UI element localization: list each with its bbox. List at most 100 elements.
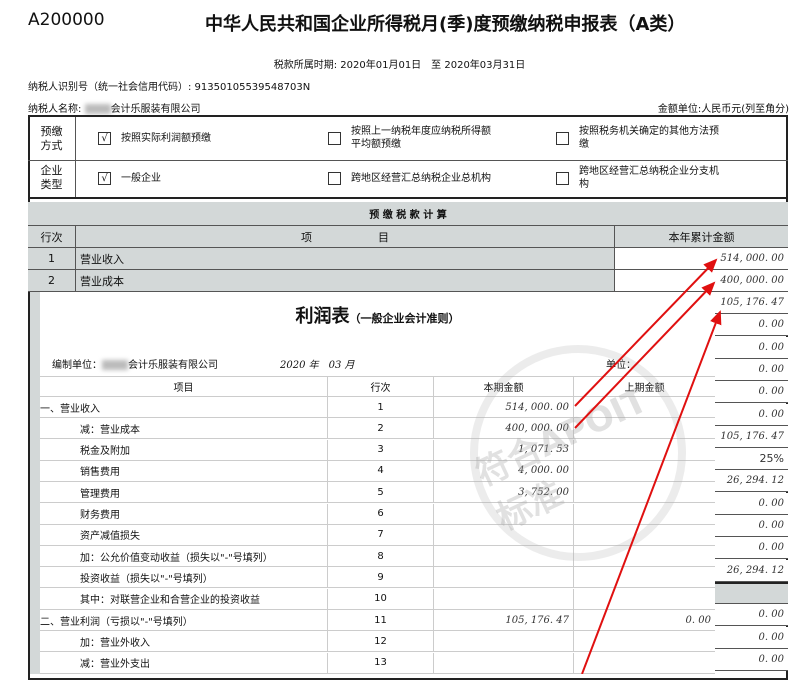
checkbox[interactable]: √ <box>98 131 111 145</box>
option-item[interactable]: 按照上一纳税年度应纳税所得额平均额预缴 <box>328 125 491 151</box>
profit-no: 5 <box>327 482 433 503</box>
profit-previous <box>573 397 715 417</box>
profit-previous <box>573 652 715 673</box>
profit-col-header: 上期金额 <box>573 377 715 396</box>
profit-previous <box>573 503 715 524</box>
arrow-profit <box>581 310 722 674</box>
option-text: 跨地区经营汇总纳税企业分支机构 <box>579 166 719 190</box>
row-no: 2 <box>28 270 76 291</box>
profit-previous <box>573 524 715 545</box>
profit-item: 税金及附加 <box>80 446 130 458</box>
profit-current <box>433 652 573 673</box>
name-label: 纳税人名称: <box>28 104 82 115</box>
profit-current: 3, 752. 00 <box>433 482 573 503</box>
profit-previous <box>573 588 715 609</box>
profit-item: 减：营业成本 <box>80 424 140 436</box>
arrow-cost <box>574 281 716 429</box>
profit-no: 13 <box>327 652 433 673</box>
profit-current: 105, 176. 47 <box>433 610 573 630</box>
profit-col-header: 行次 <box>327 377 433 396</box>
profit-row: 财务费用 6 <box>40 503 715 525</box>
profit-no: 2 <box>327 418 433 439</box>
option-label: 预缴方式 <box>28 117 76 160</box>
option-item[interactable]: 按照税务机关确定的其他方法预缴 <box>556 125 719 151</box>
option-item[interactable]: √ 按照实际利润额预缴 <box>98 125 271 151</box>
profit-current <box>433 546 573 567</box>
option-text: 跨地区经营汇总纳税企业总机构 <box>351 172 491 184</box>
profit-no: 6 <box>327 503 433 524</box>
profit-no: 4 <box>327 460 433 481</box>
checkbox[interactable]: √ <box>98 171 111 185</box>
profit-row: 加：公允价值变动收益（损失以"-"号填列） 8 <box>40 546 715 568</box>
profit-current <box>433 588 573 609</box>
profit-title: 利润表（一般企业会计准则） <box>295 306 460 327</box>
profit-current <box>433 631 573 652</box>
option-item[interactable]: 跨地区经营汇总纳税企业分支机构 <box>556 165 719 191</box>
profit-item: 投资收益（损失以"-"号填列） <box>80 573 213 585</box>
profit-item: 管理费用 <box>80 488 120 500</box>
profit-row: 减：营业外支出 13 <box>40 652 715 674</box>
col-amount: 本年累计金额 <box>668 230 735 244</box>
profit-row: 投资收益（损失以"-"号填列） 9 <box>40 567 715 589</box>
page-title: 中华人民共和国企业所得税月(季)度预缴纳税申报表（A类） <box>205 14 686 35</box>
row-no: 1 <box>28 248 76 269</box>
tax-period: 税款所属时期: 2020年01月01日 至 2020年03月31日 <box>273 60 526 71</box>
option-item[interactable]: √ 一般企业 <box>98 165 271 191</box>
option-row: 预缴方式 √ 按照实际利润额预缴 按照上一纳税年度应纳税所得额平均额预缴 按照税… <box>28 117 788 161</box>
profit-no: 1 <box>327 397 433 417</box>
profit-col-header: 项目 <box>173 383 194 394</box>
calc-section-header: 预 缴 税 款 计 算 <box>28 202 788 226</box>
currency-label: 单位： <box>606 360 636 371</box>
profit-previous <box>573 439 715 460</box>
row-item: 营业收入 <box>76 248 615 269</box>
profit-item: 资产减值损失 <box>80 531 140 543</box>
profit-no: 3 <box>327 439 433 460</box>
calc-row: 2 营业成本 400, 000. 00 <box>28 270 788 292</box>
profit-previous <box>573 631 715 652</box>
checkbox[interactable] <box>556 171 569 185</box>
profit-previous <box>573 567 715 588</box>
profit-previous <box>573 482 715 503</box>
profit-row: 二、营业利润（亏损以"-"号填列） 11 105, 176. 47 0. 00 <box>40 610 715 631</box>
profit-current <box>433 524 573 545</box>
row-amount[interactable]: 400, 000. 00 <box>615 270 788 291</box>
checkbox[interactable] <box>328 131 341 145</box>
checkbox[interactable] <box>556 131 569 145</box>
profit-no: 9 <box>327 567 433 588</box>
profit-current <box>433 567 573 588</box>
calc-row: 1 营业收入 514, 000. 00 <box>28 248 788 270</box>
row-item: 营业成本 <box>76 270 615 291</box>
profit-item: 加：营业外收入 <box>80 637 150 649</box>
profit-current <box>433 503 573 524</box>
row-amount[interactable]: 514, 000. 00 <box>615 248 788 269</box>
amount-unit: 金额单位:人民币元(列至角分) <box>657 104 789 115</box>
profit-statement: 利润表（一般企业会计准则） 编制单位： 会计乐服装有限公司 2020 年 03 月… <box>40 292 715 674</box>
option-row: 企业类型 √ 一般企业 跨地区经营汇总纳税企业总机构 跨地区经营汇总纳税企业分支… <box>28 159 788 199</box>
option-text: 按照税务机关确定的其他方法预缴 <box>579 126 719 150</box>
option-text: 一般企业 <box>121 172 161 184</box>
taxpayer-name: 纳税人名称: 会计乐服装有限公司 <box>28 100 201 115</box>
profit-row: 税金及附加 3 1, 071. 53 <box>40 439 715 461</box>
profit-row: 资产减值损失 7 <box>40 524 715 546</box>
profit-no: 12 <box>327 631 433 652</box>
checkbox[interactable] <box>328 171 341 185</box>
option-item[interactable]: 跨地区经营汇总纳税企业总机构 <box>328 165 491 191</box>
profit-item: 减：营业外支出 <box>80 659 150 671</box>
profit-current: 4, 000. 00 <box>433 460 573 481</box>
profit-previous <box>573 546 715 567</box>
profit-current: 514, 000. 00 <box>433 397 573 417</box>
profit-no: 10 <box>327 588 433 609</box>
profit-item: 销售费用 <box>80 467 120 479</box>
profit-row: 加：营业外收入 12 <box>40 631 715 653</box>
profit-item: 一、营业收入 <box>40 403 100 415</box>
profit-header-row: 项目 行次 本期金额 上期金额 <box>40 376 715 397</box>
profit-no: 11 <box>327 610 433 630</box>
profit-row: 销售费用 4 4, 000. 00 <box>40 460 715 482</box>
profit-row: 其中：对联营企业和合营企业的投资收益 10 <box>40 588 715 610</box>
profit-current: 1, 071. 53 <box>433 439 573 460</box>
name-value: 会计乐服装有限公司 <box>110 104 201 115</box>
calc-column-header: 行次 项 目 本年累计金额 <box>28 226 788 248</box>
profit-row: 减：营业成本 2 400, 000. 00 <box>40 418 715 440</box>
col-no: 行次 <box>28 226 76 247</box>
